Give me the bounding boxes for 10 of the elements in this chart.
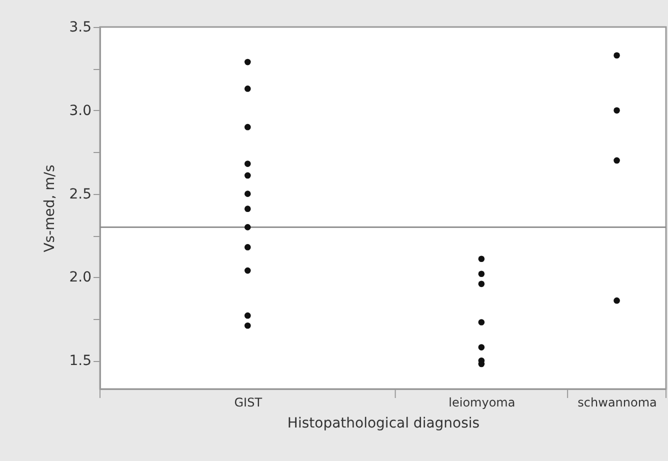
y-tick-label: 1.5 <box>69 353 92 370</box>
x-tick-label: schwannoma <box>578 396 657 410</box>
x-tick-label: leiomyoma <box>448 396 516 410</box>
y-tick-label: 2.5 <box>69 186 92 202</box>
y-tick-label: 3.5 <box>69 20 92 36</box>
x-tick-label: GIST <box>234 396 263 410</box>
y-tick-label: 3.0 <box>69 102 92 119</box>
y-tick-label: 2.0 <box>69 270 92 286</box>
x-axis-title: Histopathological diagnosis <box>287 416 480 432</box>
y-axis-title: Vs-med, m/s <box>42 164 58 252</box>
